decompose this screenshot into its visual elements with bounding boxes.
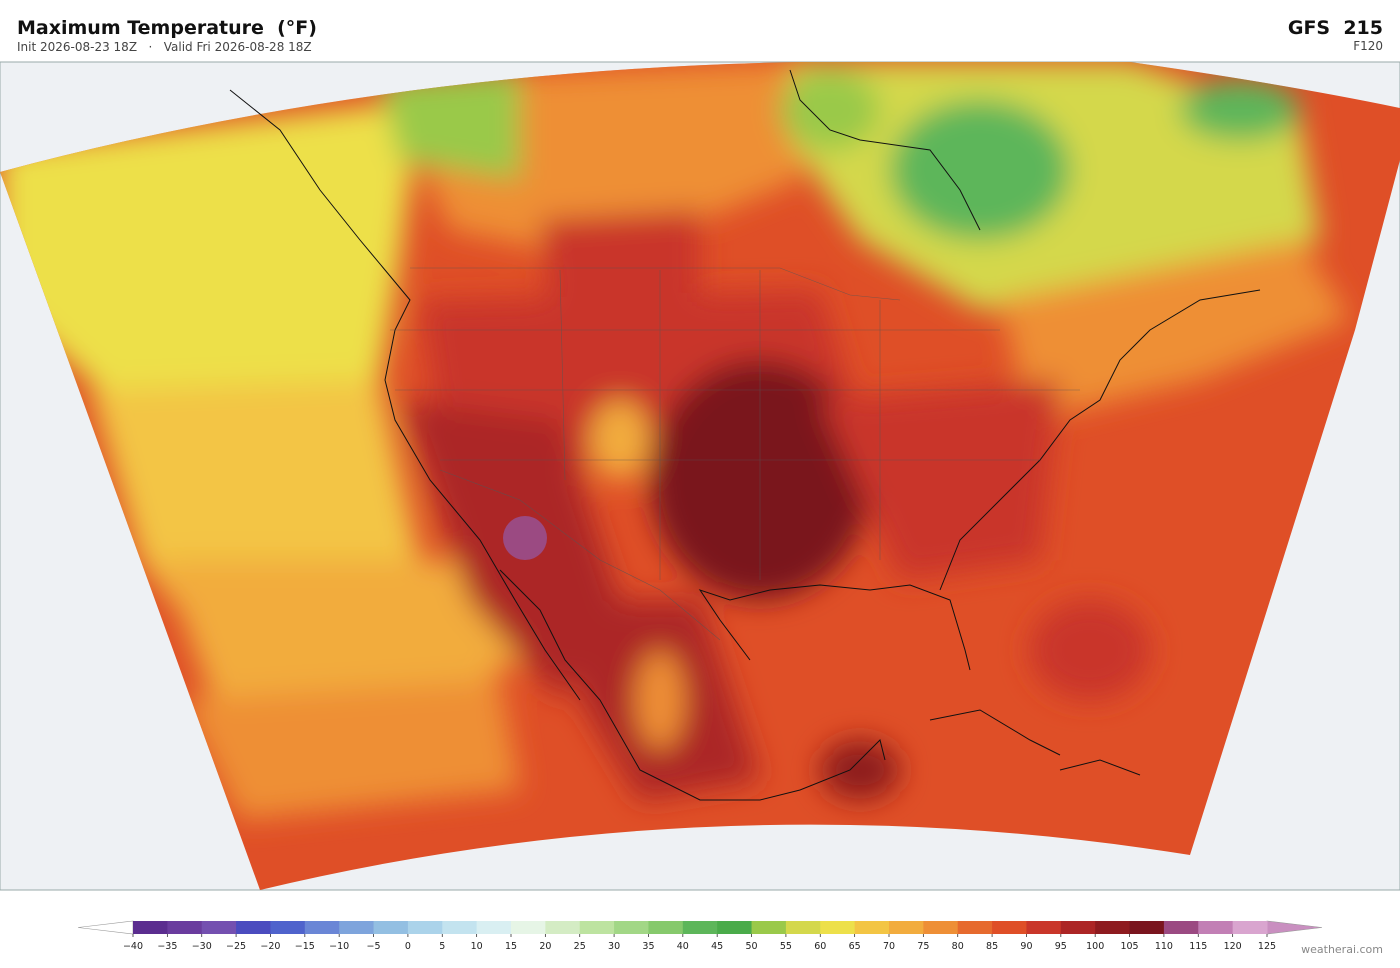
temperature-field <box>0 62 1400 890</box>
colorbar-bin <box>511 921 546 934</box>
colorbar-tick-label: −40 <box>123 941 143 952</box>
coastlines <box>229 69 1261 801</box>
colorbar-bin <box>854 921 890 934</box>
colorbar-tick-label: 40 <box>677 941 689 952</box>
colorbar-tick-label: 20 <box>539 941 551 952</box>
colorbar-bin <box>373 921 409 934</box>
colorbar-tick-label: 55 <box>780 941 792 952</box>
colorbar-bin <box>1026 921 1062 934</box>
colorbar-tick-label: 95 <box>1055 941 1067 952</box>
colorbar-bin <box>167 921 203 934</box>
colorbar-bin <box>614 921 649 934</box>
colorbar-tick-label: 5 <box>439 941 445 952</box>
map <box>0 61 1400 891</box>
colorbar-bin <box>545 921 581 934</box>
colorbar-bin <box>236 921 271 934</box>
colorbar-tick-label: 115 <box>1189 941 1207 952</box>
credit: weatherai.com <box>1301 943 1383 956</box>
colorbar-tick-label: −20 <box>260 941 280 952</box>
colorbar-tick-label: −25 <box>226 941 246 952</box>
colorbar-bin <box>648 921 684 934</box>
colorbar-tick-label: 65 <box>849 941 861 952</box>
colorbar-bin <box>579 921 615 934</box>
colorbar-tick-label: 15 <box>505 941 517 952</box>
colorbar-tick-label: 120 <box>1224 941 1242 952</box>
title: Maximum Temperature (°F) <box>17 17 317 39</box>
colorbar-bin <box>442 921 478 934</box>
forecast-step: F120 <box>1353 39 1383 53</box>
colorbar-tick-label: 10 <box>471 941 483 952</box>
colorbar-tick-label: 30 <box>608 941 620 952</box>
colorbar-tick-label: 90 <box>1020 941 1032 952</box>
colorbar-tick-label: 45 <box>711 941 723 952</box>
colorbar-bin <box>957 921 993 934</box>
colorbar-tick-label: −35 <box>157 941 177 952</box>
colorbar-bin <box>785 921 821 934</box>
colorbar-tick-label: 25 <box>574 941 586 952</box>
colorbar-bin <box>820 921 856 934</box>
colorbar: −40 −35 −30 −25 −20 −15 −10 −5 0 5 10 15 20 25 30 35 40 4… <box>77 920 1323 952</box>
colorbar-tick-label: −30 <box>192 941 212 952</box>
colorbar-tick-label: 105 <box>1120 941 1138 952</box>
colorbar-tick-label: 100 <box>1086 941 1104 952</box>
colorbar-tick-label: 110 <box>1155 941 1173 952</box>
colorbar-bin <box>1129 921 1165 934</box>
colorbar-bin <box>304 921 340 934</box>
colorbar-bin <box>717 921 753 934</box>
subtitle: Init 2026-08-23 18Z · Valid Fri 2026-08-… <box>17 40 312 54</box>
colorbar-tick-label: 80 <box>952 941 964 952</box>
colorbar-bin <box>682 921 718 934</box>
colorbar-bin <box>923 921 959 934</box>
colorbar-bin <box>201 921 237 934</box>
colorbar-tick-label: −10 <box>329 941 349 952</box>
colorbar-tick-label: 60 <box>814 941 826 952</box>
colorbar-tick-label: 50 <box>745 941 757 952</box>
colorbar-tick-label: −15 <box>295 941 315 952</box>
colorbar-bin <box>1163 921 1199 934</box>
colorbar-bin <box>1095 921 1131 934</box>
borders <box>390 267 1080 641</box>
colorbar-bin <box>270 921 306 934</box>
colorbar-tick-label: 125 <box>1258 941 1276 952</box>
colorbar-under <box>77 920 134 935</box>
colorbar-tick-label: 0 <box>405 941 411 952</box>
colorbar-bin <box>407 921 443 934</box>
colorbar-tick-label: 85 <box>986 941 998 952</box>
colorbar-bin <box>1060 921 1096 934</box>
colorbar-bin <box>889 921 924 934</box>
colorbar-bin <box>133 921 168 934</box>
colorbar-bin <box>1198 921 1234 934</box>
colorbar-tick-label: 70 <box>883 941 895 952</box>
colorbar-bin <box>751 921 787 934</box>
colorbar-bin <box>339 921 375 934</box>
model: GFS 215 <box>1288 17 1383 39</box>
colorbar-tick-label: 75 <box>917 941 929 952</box>
colorbar-bin <box>992 921 1027 934</box>
colorbar-over <box>1266 920 1323 935</box>
colorbar-tick-label: 35 <box>642 941 654 952</box>
colorbar-tick-label: −5 <box>367 941 381 952</box>
colorbar-bin <box>476 921 512 934</box>
colorbar-bin <box>1232 921 1268 934</box>
